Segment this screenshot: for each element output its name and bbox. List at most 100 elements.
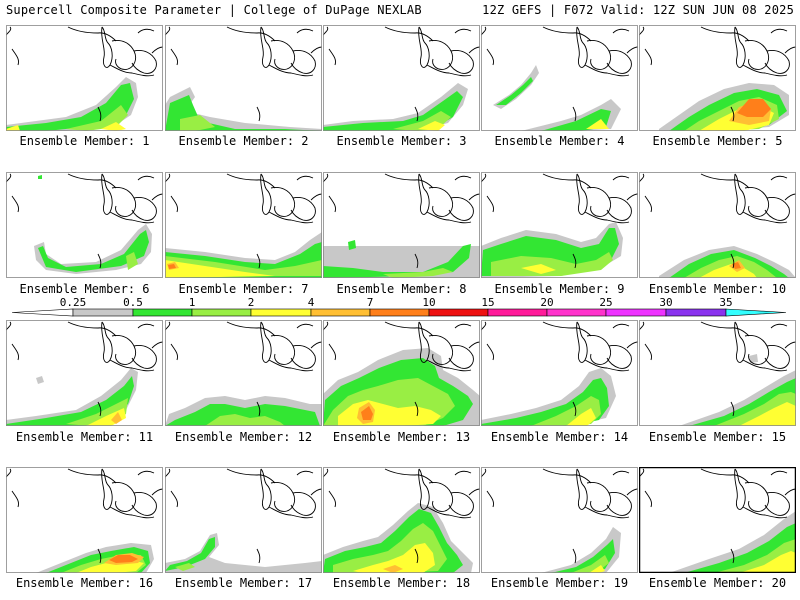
panel-frame [639, 25, 796, 131]
coastline-outline [764, 50, 790, 74]
ensemble-member-label: Ensemble Member: 14 [490, 430, 629, 444]
coastline-outline [481, 26, 487, 36]
ensemble-member-panel[interactable] [639, 467, 796, 573]
scp-contour-fill [739, 402, 796, 426]
ensemble-member-panel[interactable] [481, 467, 638, 573]
map-title: Supercell Composite Parameter | College … [6, 3, 422, 17]
coastline-outline [606, 492, 632, 516]
panel-frame [481, 25, 638, 131]
ensemble-member-panel[interactable] [165, 320, 322, 426]
coastline-outline [606, 50, 632, 74]
coastline-outline [97, 253, 102, 269]
coastline-outline [481, 173, 487, 183]
coastline-outline [111, 335, 137, 365]
ensemble-member-panel[interactable] [6, 172, 163, 278]
coastline-outline [481, 468, 487, 478]
coastline-outline [584, 506, 630, 519]
ensemble-member-panel[interactable] [481, 172, 638, 278]
color-legend: 0.25 0.5 1 2 4 7 10 15 20 25 30 35 [0, 296, 800, 322]
scp-contour-fill [275, 565, 322, 573]
coastline-outline [323, 173, 329, 183]
coastline-outline [296, 470, 314, 476]
coastline-outline [270, 482, 296, 512]
member-map [6, 172, 163, 278]
ensemble-member-panel[interactable] [639, 25, 796, 131]
panel-frame [165, 320, 322, 426]
legend-tick-label: 1 [188, 296, 196, 309]
coastline-outline [572, 253, 577, 269]
coastline-outline [6, 173, 12, 183]
ensemble-member-panel[interactable] [481, 25, 638, 131]
ensemble-member-panel[interactable] [323, 467, 480, 573]
ensemble-member-panel[interactable] [165, 172, 322, 278]
legend-tick-label: 25 [599, 296, 613, 309]
coastline-outline [131, 197, 157, 221]
panel-frame [6, 25, 163, 131]
ensemble-member-label: Ensemble Member: 12 [174, 430, 313, 444]
coastline-outline [170, 490, 178, 508]
coastline-outline [426, 211, 472, 224]
scp-contour-fill [521, 264, 556, 274]
coastline-outline [486, 48, 494, 66]
scp-contour-fill [168, 264, 176, 269]
ensemble-member-panel[interactable] [6, 467, 163, 573]
coastline-outline [414, 548, 419, 564]
scp-contour-fill [566, 408, 596, 426]
coastline-outline [426, 506, 472, 519]
coastline-outline [165, 26, 171, 36]
coastline-outline [448, 197, 474, 221]
coastline-outline [256, 253, 261, 269]
member-map [323, 467, 480, 573]
ensemble-member-label: Ensemble Member: 5 [652, 134, 783, 148]
ensemble-member-panel[interactable] [6, 320, 163, 426]
coastline-outline [268, 359, 314, 372]
coastline-outline [454, 175, 472, 181]
coastline-outline [572, 106, 577, 122]
coastline-outline [486, 343, 494, 361]
scp-contour-fill [165, 260, 275, 278]
ensemble-member-label: Ensemble Member: 20 [648, 576, 787, 590]
coastline-outline [730, 548, 735, 564]
ensemble-member-panel[interactable] [165, 25, 322, 131]
ensemble-member-label: Ensemble Member: 17 [174, 576, 313, 590]
coastline-outline [268, 64, 314, 77]
coastline-outline [448, 345, 474, 369]
panel-frame [323, 320, 480, 426]
coastline-outline [290, 492, 316, 516]
coastline-outline [428, 40, 454, 70]
ensemble-member-label: Ensemble Member: 10 [648, 282, 787, 296]
ensemble-member-panel[interactable] [165, 467, 322, 573]
scp-contour-fill [101, 122, 126, 131]
coastline-outline [764, 492, 790, 516]
ensemble-member-panel[interactable] [6, 25, 163, 131]
ensemble-member-panel[interactable] [639, 320, 796, 426]
ensemble-member-panel[interactable] [323, 320, 480, 426]
coastline-outline [109, 211, 155, 224]
coastline-outline [170, 195, 178, 213]
ensemble-member-panel[interactable] [323, 25, 480, 131]
coastline-outline [290, 50, 316, 74]
coastline-outline [639, 173, 645, 183]
ensemble-member-panel[interactable] [481, 320, 638, 426]
coastline-outline [770, 470, 788, 476]
map-background [323, 25, 480, 131]
ensemble-member-panel[interactable] [639, 172, 796, 278]
scp-contour-fill [589, 565, 605, 573]
scp-contour-fill [6, 83, 134, 131]
coastline-outline [328, 48, 336, 66]
coastline-outline [414, 253, 419, 269]
coastline-outline [256, 401, 261, 417]
ensemble-member-panel[interactable] [323, 172, 480, 278]
member-map [165, 172, 322, 278]
coastline-outline [97, 401, 102, 417]
member-map [165, 320, 322, 426]
panel-frame [481, 467, 638, 573]
coastline-outline [290, 197, 316, 221]
scp-contour-fill [6, 125, 20, 131]
ensemble-member-label: Ensemble Member: 11 [15, 430, 154, 444]
coastline-outline [764, 345, 790, 369]
coastline-outline [612, 470, 630, 476]
coastline-outline [584, 211, 630, 224]
scp-contour-fill [111, 412, 122, 424]
